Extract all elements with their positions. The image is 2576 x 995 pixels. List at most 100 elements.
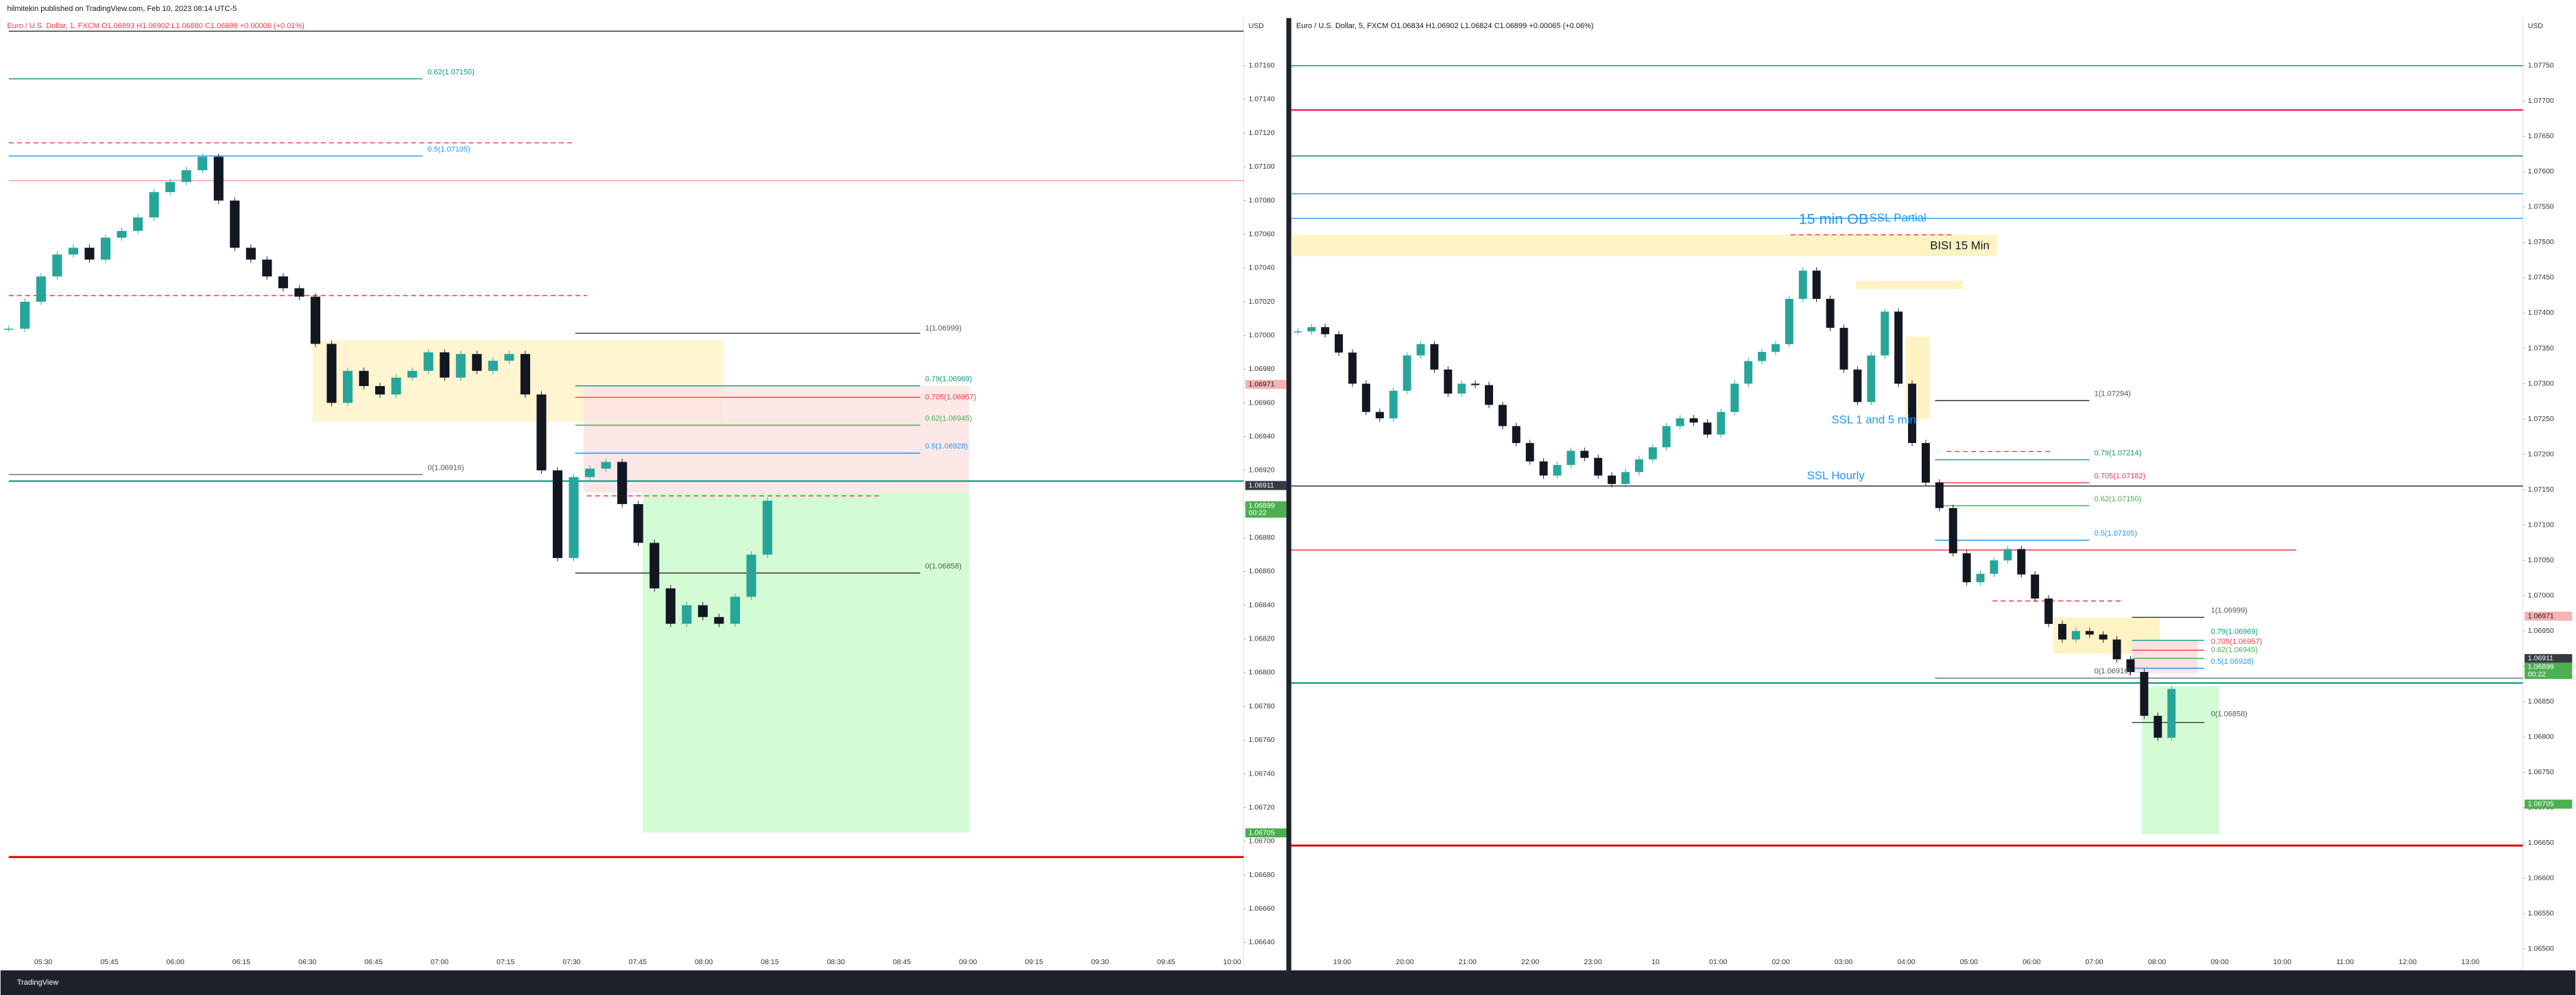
x-tick-label: 07:30 xyxy=(562,958,580,966)
annotation: 1(1.07294) xyxy=(2095,390,2131,398)
y-tick-label: 1.07750 xyxy=(2528,62,2554,70)
candle xyxy=(472,354,482,371)
annotation: 0.62(1.06945) xyxy=(2211,646,2258,654)
x-tick-label: 07:00 xyxy=(431,958,449,966)
annotation: 0.705(1.06957) xyxy=(2211,638,2263,646)
candle xyxy=(1935,482,1944,508)
annotation: 0.62(1.07150) xyxy=(427,68,475,76)
x-tick-label: 07:15 xyxy=(497,958,514,966)
y-tick-label: 1.07080 xyxy=(1249,196,1275,204)
candle xyxy=(2044,598,2053,624)
price-marker xyxy=(1245,379,1287,389)
y-tick-label: 1.06780 xyxy=(1249,702,1275,710)
y-tick-label: 1.06800 xyxy=(2528,733,2554,741)
candle xyxy=(342,370,353,403)
annotation: 0.705(1.07182) xyxy=(2095,472,2146,480)
annotation: 0.79(1.07214) xyxy=(2095,449,2142,457)
candle xyxy=(1675,418,1684,427)
annotation: 0.5(1.06928) xyxy=(925,442,968,451)
y-tick-label: 1.06980 xyxy=(1249,365,1275,373)
candle xyxy=(665,588,676,624)
y-tick-label: 1.07600 xyxy=(2528,167,2554,176)
candle xyxy=(1608,475,1617,484)
candle xyxy=(1553,465,1562,476)
annotation: BISI 15 Min xyxy=(1930,239,1990,252)
candle xyxy=(552,470,563,558)
price-marker-label: 1.06899 xyxy=(2528,663,2554,671)
candle xyxy=(2071,631,2080,640)
price-marker-label: 1.06971 xyxy=(1249,380,1275,388)
candle xyxy=(246,248,256,260)
candle xyxy=(1894,311,1903,384)
candle xyxy=(440,352,450,378)
y-tick-label: 1.07140 xyxy=(1249,95,1275,104)
price-marker xyxy=(2524,662,2573,680)
y-tick-label: 1.07040 xyxy=(1249,264,1275,272)
x-tick-label: 13:00 xyxy=(2461,958,2479,966)
candle xyxy=(198,156,208,171)
candle xyxy=(1525,443,1534,461)
zone xyxy=(643,492,970,832)
candle xyxy=(1321,327,1330,335)
candle xyxy=(117,230,127,238)
y-tick-label: 1.06500 xyxy=(2528,945,2554,953)
candle xyxy=(407,370,418,378)
candle xyxy=(213,156,224,201)
candle xyxy=(504,354,514,361)
candle xyxy=(1839,328,1848,370)
x-tick-label: 06:30 xyxy=(298,958,316,966)
candle xyxy=(1444,369,1453,394)
y-tick-label: 1.06740 xyxy=(1249,769,1275,778)
x-tick-label: 23:00 xyxy=(1584,958,1601,966)
annotation: SSL Hourly xyxy=(1807,469,1865,482)
y-tick-label: 1.07400 xyxy=(2528,309,2554,317)
y-tick-label: 1.06650 xyxy=(2528,839,2554,847)
y-tick-label: 1.07300 xyxy=(2528,379,2554,387)
candle xyxy=(1744,361,1753,384)
candle xyxy=(1826,298,1835,328)
candle xyxy=(1539,461,1548,476)
candle xyxy=(488,361,498,371)
y-tick-label: 1.07060 xyxy=(1249,230,1275,238)
y-tick-label: 1.07450 xyxy=(2528,274,2554,282)
candle xyxy=(278,276,288,289)
price-marker-sub: 00:22 xyxy=(1249,509,1267,517)
zone xyxy=(1291,235,1998,256)
price-marker xyxy=(1245,828,1287,838)
zones xyxy=(312,235,2219,835)
y-tick-label: 1.07550 xyxy=(2528,203,2554,211)
candle xyxy=(84,248,95,260)
x-tick-label: 05:45 xyxy=(100,958,118,966)
x-tick-label: 08:15 xyxy=(761,958,778,966)
top-bar xyxy=(0,0,2576,19)
x-tick-label: 07:00 xyxy=(2085,958,2103,966)
candle xyxy=(536,394,547,470)
candle xyxy=(697,605,708,617)
candle xyxy=(2031,574,2040,599)
y-tick-label: 1.06680 xyxy=(1249,871,1275,879)
candle xyxy=(310,296,321,344)
x-tick-label: 12:00 xyxy=(2398,958,2416,966)
candle xyxy=(1812,270,1821,299)
y-tick-label: 1.07000 xyxy=(1249,331,1275,339)
y-tick-label: 1.06820 xyxy=(1249,635,1275,643)
y-tick-label: 1.06800 xyxy=(1249,669,1275,677)
annotation: SSL Partial xyxy=(1870,211,1927,224)
candle xyxy=(649,542,660,589)
candle xyxy=(1430,344,1439,370)
candle xyxy=(1634,459,1643,472)
candle xyxy=(1881,311,1889,356)
candle xyxy=(1389,390,1398,419)
candle xyxy=(1361,383,1370,412)
candle xyxy=(1798,270,1807,299)
x-tick-label: 09:00 xyxy=(2210,958,2228,966)
x-tick-label: 09:00 xyxy=(959,958,977,966)
candle xyxy=(294,288,305,297)
candle xyxy=(20,302,30,329)
x-tick-label: 06:45 xyxy=(364,958,382,966)
annotation: 0.705(1.06957) xyxy=(925,393,977,401)
y-tick-label: 1.06720 xyxy=(1249,803,1275,811)
publish-info: hilmitekin published on TradingView.com,… xyxy=(7,5,237,13)
x-tick-label: 08:00 xyxy=(2148,958,2166,966)
x-tick-label: 21:00 xyxy=(1459,958,1477,966)
